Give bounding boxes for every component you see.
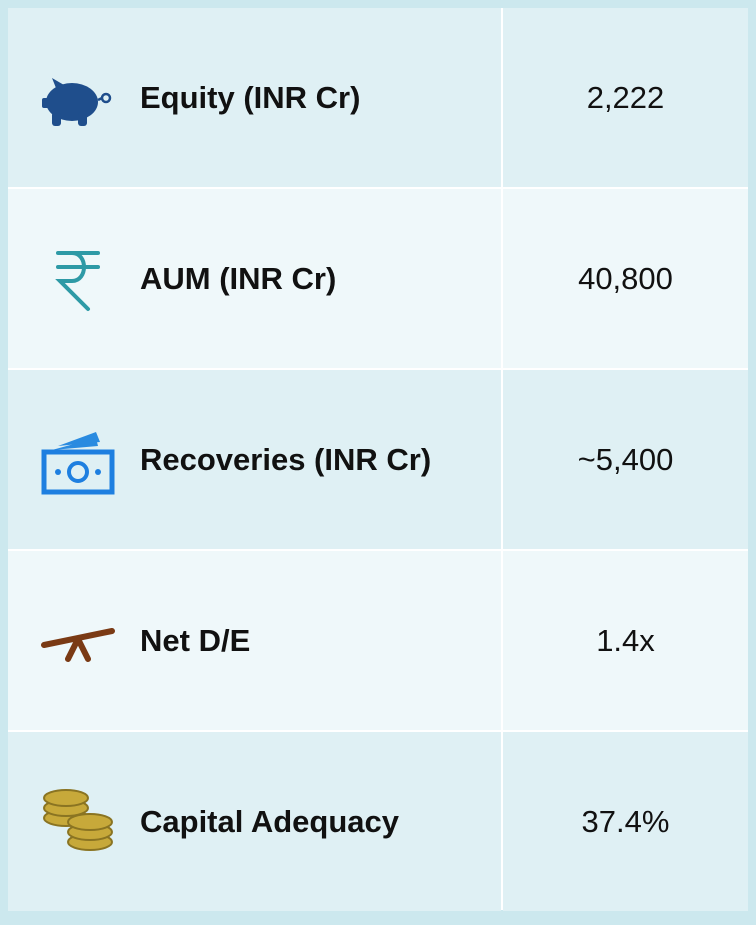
metric-label: Capital Adequacy xyxy=(140,803,399,839)
metrics-table: Equity (INR Cr) 2,222 AUM (INR Cr) 40,80… xyxy=(8,8,748,911)
metric-label: Net D/E xyxy=(140,622,251,658)
metric-value: 40,800 xyxy=(503,189,748,368)
rupee-icon xyxy=(55,250,100,311)
piggy-bank-icon xyxy=(42,77,112,126)
label-cell: Equity (INR Cr) xyxy=(8,8,501,187)
metric-value: 37.4% xyxy=(503,732,748,911)
seesaw-icon xyxy=(41,627,115,662)
coins-icon xyxy=(43,788,113,851)
label-cell: Net D/E xyxy=(8,551,501,730)
label-cell: Capital Adequacy xyxy=(8,732,501,911)
metric-value: 1.4x xyxy=(503,551,748,730)
metric-value: 2,222 xyxy=(503,8,748,187)
metric-value: ~5,400 xyxy=(503,370,748,549)
metric-label: Equity (INR Cr) xyxy=(140,79,361,115)
label-cell: AUM (INR Cr) xyxy=(8,189,501,368)
metric-label: AUM (INR Cr) xyxy=(140,260,337,296)
label-cell: Recoveries (INR Cr) xyxy=(8,370,501,549)
money-icon xyxy=(41,431,115,494)
metric-label: Recoveries (INR Cr) xyxy=(140,441,432,477)
